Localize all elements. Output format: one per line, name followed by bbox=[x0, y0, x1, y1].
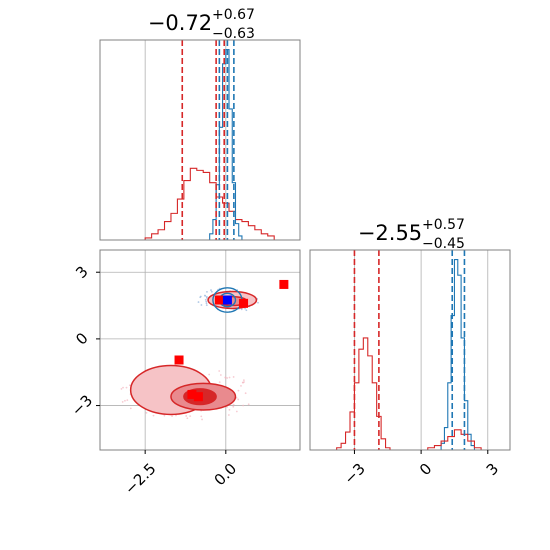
top-left-title-upper: +0.67 bbox=[212, 7, 255, 23]
bottom-left-red-sample bbox=[244, 392, 247, 395]
bottom-left-blue-sample bbox=[210, 290, 213, 293]
bottom-right-title-lower: −0.45 bbox=[422, 236, 465, 252]
bottom-left-red-sample bbox=[224, 376, 227, 379]
bottom-left-red-sample bbox=[208, 373, 211, 376]
bottom-left-red-sample bbox=[201, 418, 203, 421]
bottom-left-blue-sample bbox=[197, 301, 200, 303]
bottom-left-red-sample bbox=[120, 388, 123, 390]
bottom-left-ytick-label-1: 0 bbox=[72, 329, 91, 348]
bottom-left-red-sample bbox=[185, 415, 188, 417]
bottom-left-red-sample bbox=[232, 405, 235, 408]
bottom-left-red-sample bbox=[171, 415, 173, 417]
bottom-left-red-sample bbox=[128, 384, 131, 387]
bottom-left-blue-sample bbox=[257, 301, 259, 304]
bottom-left-blue-marker-0 bbox=[222, 295, 232, 305]
bottom-left-red-sample bbox=[163, 414, 166, 417]
bottom-left-xtick-label-0: −2.5 bbox=[121, 460, 159, 498]
bottom-left-blue-sample bbox=[205, 302, 208, 305]
bottom-left-red-sample bbox=[242, 404, 245, 407]
bottom-left-blue-sample bbox=[199, 296, 202, 299]
bottom-left-red-sample bbox=[247, 403, 250, 406]
top-left-histogram-panel: −0.72 +0.67 −0.63 bbox=[99, 7, 301, 241]
bottom-left-blue-sample bbox=[200, 304, 203, 306]
bottom-left-blue-sample bbox=[244, 307, 246, 310]
bottom-left-blue-sample bbox=[240, 308, 243, 311]
bottom-left-blue-sample bbox=[205, 300, 208, 303]
bottom-right-histogram-1 bbox=[440, 258, 475, 450]
bottom-right-histogram-2 bbox=[427, 429, 482, 450]
bottom-left-contour-panel: 3 0 −3 −2.5 0.0 bbox=[68, 249, 301, 498]
top-left-frame bbox=[99, 39, 301, 241]
bottom-left-blue-sample bbox=[206, 290, 208, 293]
bottom-left-blue-sample bbox=[205, 304, 208, 307]
bottom-right-frame bbox=[309, 249, 511, 451]
bottom-left-red-sample bbox=[129, 407, 132, 410]
top-left-histogram-1 bbox=[209, 48, 243, 240]
bottom-left-red-marker-3 bbox=[193, 392, 203, 402]
bottom-left-red-marker-4 bbox=[214, 295, 224, 305]
bottom-right-title-main: −2.55 bbox=[358, 221, 422, 245]
bottom-left-red-sample bbox=[124, 399, 126, 402]
bottom-left-red-sample bbox=[242, 381, 244, 384]
bottom-left-red-sample bbox=[152, 414, 155, 417]
bottom-left-red-sample bbox=[186, 417, 189, 420]
bottom-left-red-sample bbox=[228, 376, 231, 379]
bottom-left-red-marker-2 bbox=[187, 389, 197, 399]
bottom-left-red-marker-1 bbox=[174, 355, 184, 365]
bottom-left-red-sample bbox=[240, 384, 242, 387]
bottom-left-red-sample bbox=[218, 370, 221, 372]
bottom-left-red-sample bbox=[226, 377, 229, 379]
bottom-left-red-sample bbox=[232, 376, 235, 378]
bottom-right-histogram-0 bbox=[336, 337, 391, 450]
bottom-left-red-sample bbox=[235, 410, 238, 413]
bottom-left-red-sample bbox=[145, 411, 148, 414]
bottom-left-red-sample bbox=[232, 403, 235, 406]
bottom-left-red-marker-0 bbox=[279, 279, 289, 289]
bottom-left-red-sample bbox=[189, 415, 192, 418]
bottom-left-red-sample bbox=[122, 386, 124, 389]
bottom-left-red-sample bbox=[237, 398, 240, 401]
bottom-left-blue-sample bbox=[245, 309, 248, 312]
top-left-histogram-0 bbox=[144, 167, 275, 240]
bottom-left-red-sample bbox=[228, 408, 231, 411]
bottom-left-red-sample bbox=[242, 379, 245, 382]
bottom-left-ytick-label-2: −3 bbox=[68, 391, 96, 419]
bottom-right-title-upper: +0.57 bbox=[422, 217, 465, 233]
bottom-right-xtick-label-1: 0 bbox=[416, 460, 435, 479]
bottom-left-red-marker-5 bbox=[239, 298, 249, 308]
top-left-title-main: −0.72 bbox=[148, 11, 212, 35]
bottom-left-blue-sample bbox=[204, 298, 207, 301]
bottom-left-blue-sample bbox=[204, 294, 206, 297]
top-left-title-lower: −0.63 bbox=[212, 26, 255, 42]
bottom-left-frame bbox=[99, 249, 301, 451]
bottom-left-red-sample bbox=[200, 415, 203, 418]
bottom-right-xtick-label-0: −3 bbox=[340, 460, 368, 488]
bottom-left-blue-sample bbox=[205, 295, 208, 298]
bottom-left-red-sample bbox=[125, 386, 128, 389]
bottom-left-red-sample bbox=[219, 374, 222, 376]
bottom-left-red-sample bbox=[227, 414, 230, 416]
bottom-left-red-sample bbox=[126, 399, 129, 402]
bottom-left-red-sample bbox=[121, 401, 124, 403]
bottom-left-xtick-label-1: 0.0 bbox=[211, 460, 241, 490]
bottom-left-blue-sample bbox=[210, 289, 212, 291]
bottom-left-red-sample bbox=[237, 389, 240, 392]
bottom-left-ytick-label-0: 3 bbox=[72, 262, 91, 281]
bottom-right-histogram-panel: −2.55 +0.57 −0.45 −3 0 3 bbox=[309, 217, 511, 488]
bottom-left-red-sample bbox=[218, 381, 221, 384]
bottom-right-xtick-label-2: 3 bbox=[483, 460, 502, 479]
